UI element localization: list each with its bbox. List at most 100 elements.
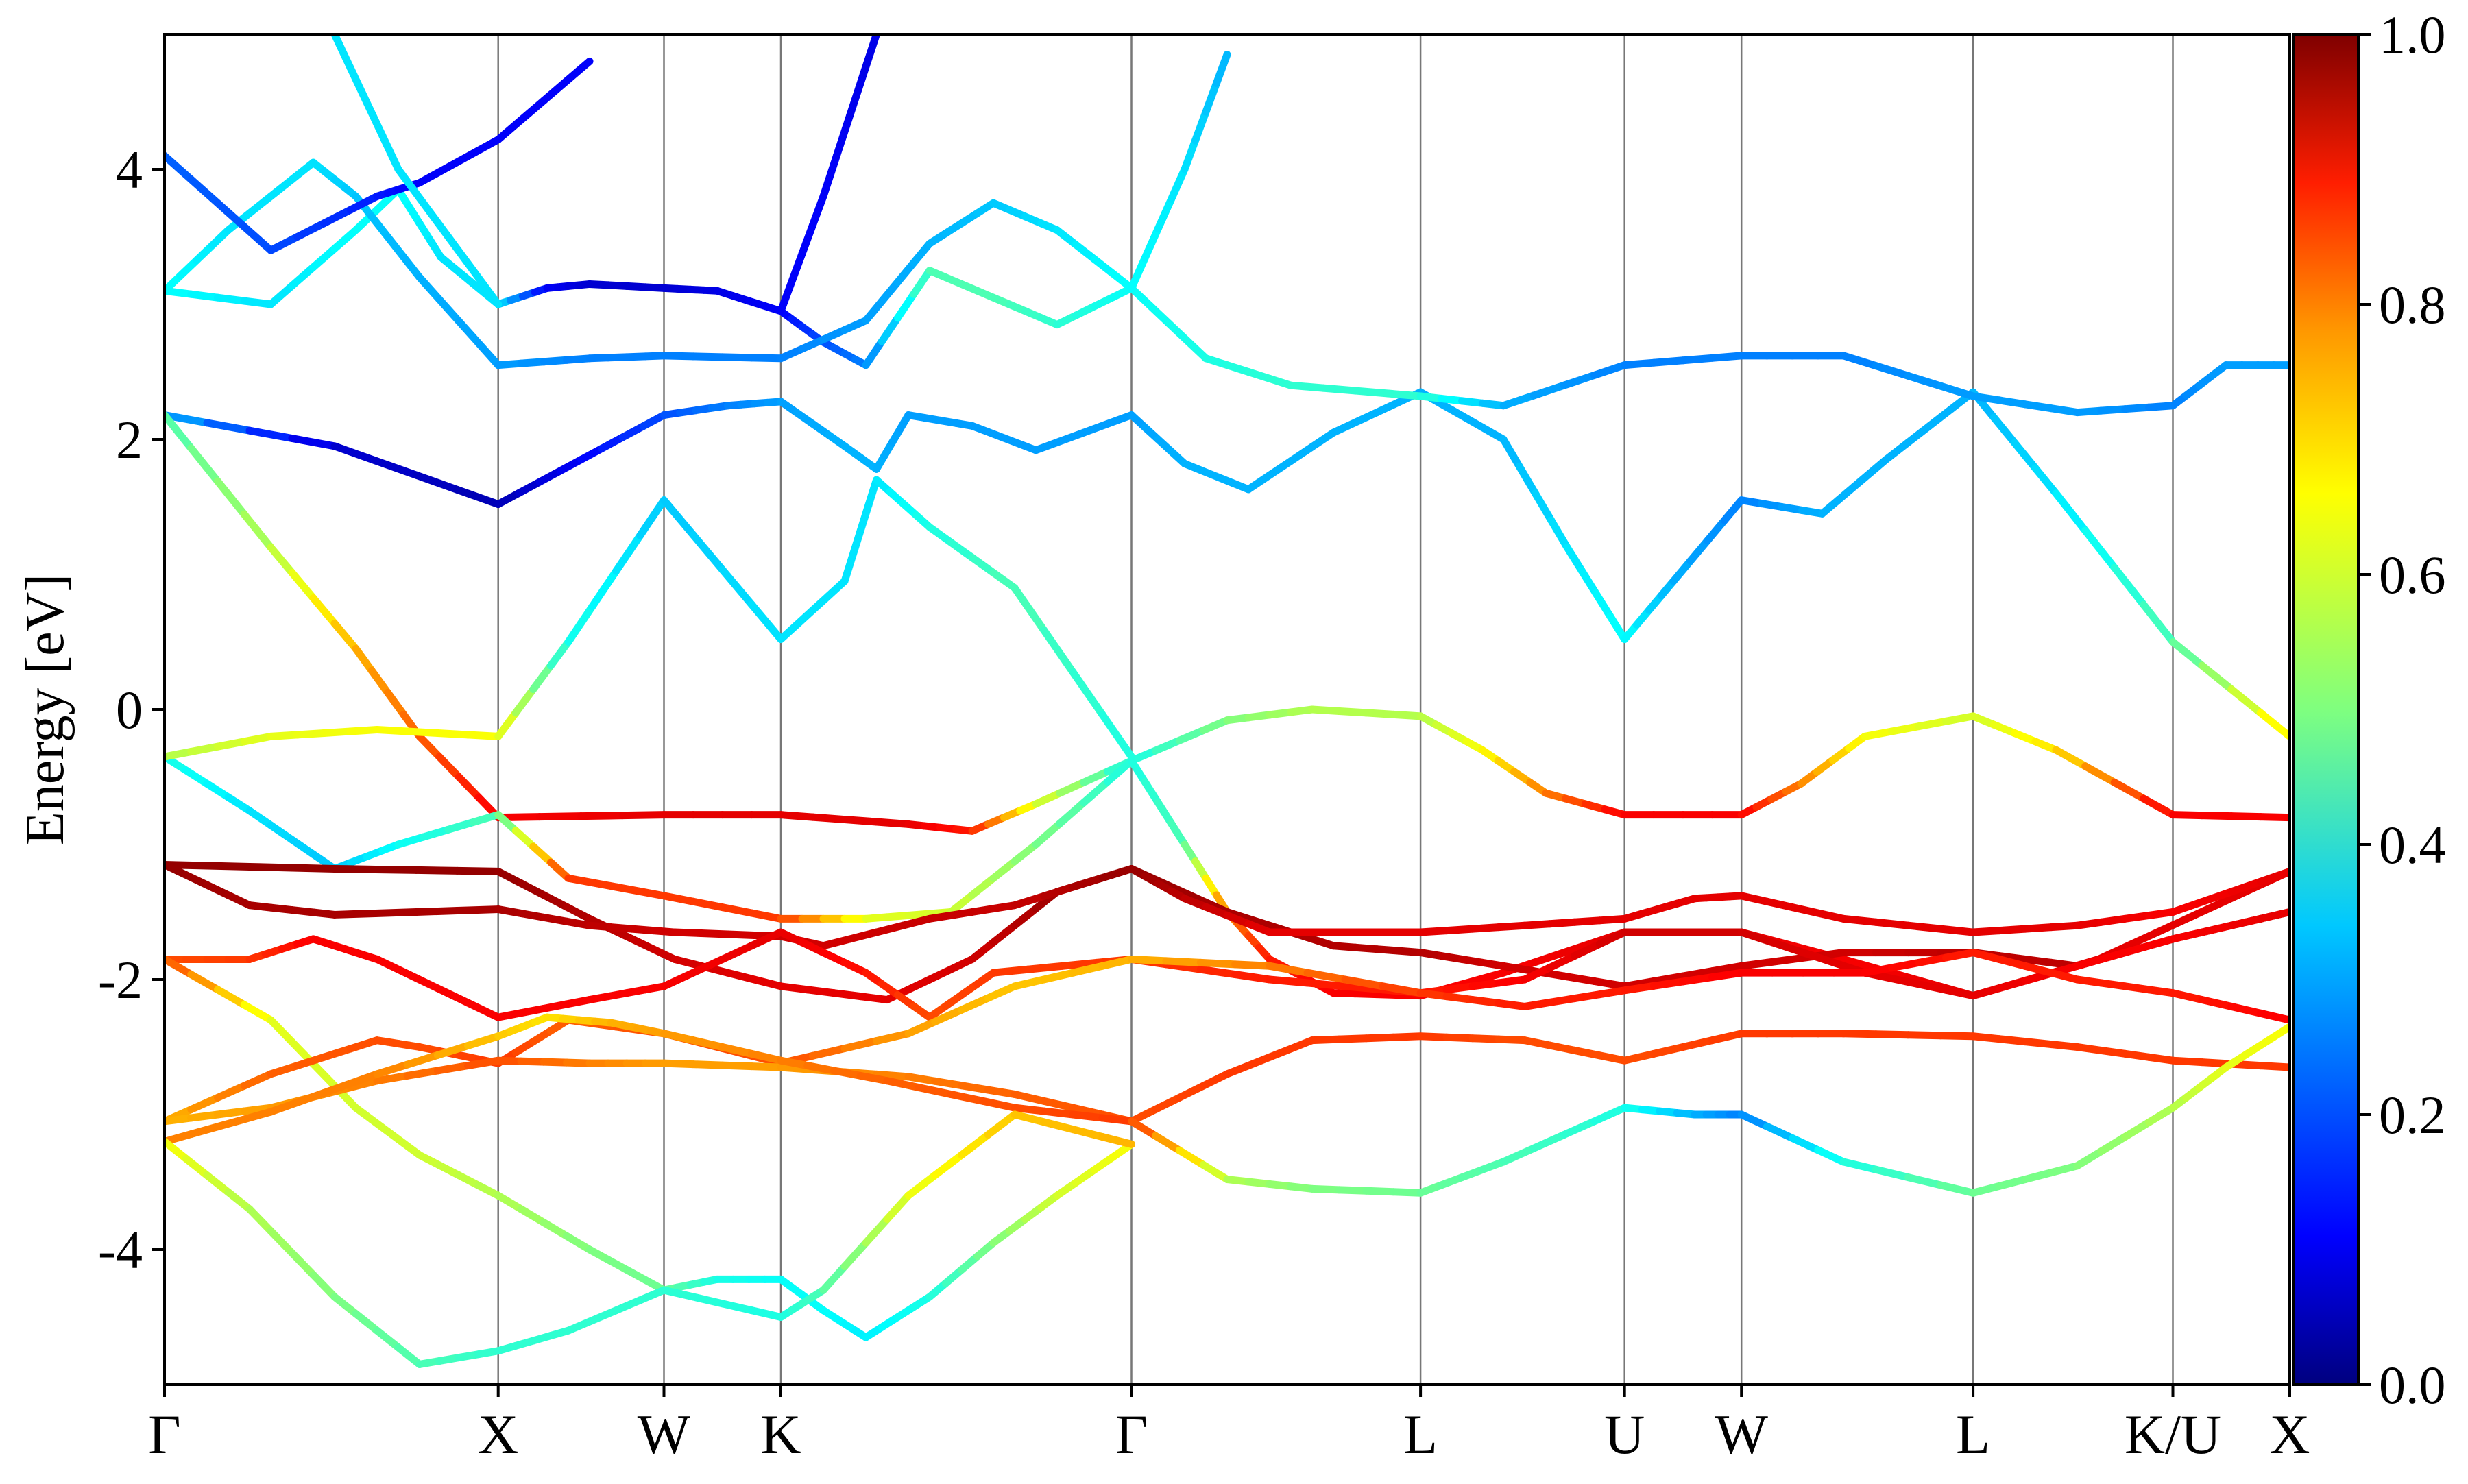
band-8-segment [293, 1053, 328, 1070]
band-0-segment [2031, 464, 2060, 498]
band-5-segment [1223, 911, 1253, 928]
band-6-segment [1995, 977, 2029, 993]
band-5-segment [1442, 925, 1477, 935]
band-5-segment [846, 928, 880, 943]
band-11-segment [612, 1296, 644, 1315]
band-5-segment [2227, 877, 2264, 896]
band-4-segment [1303, 933, 1338, 950]
band-8-segment [1595, 986, 1629, 999]
band-9-segment [958, 1082, 992, 1094]
band-5-segment [2073, 918, 2105, 929]
band-4-segment [1708, 962, 1745, 975]
band-11-segment [636, 1286, 668, 1304]
band-10-segment [915, 1084, 955, 1098]
band-10-segment [2145, 1104, 2177, 1126]
band-10-segment [1995, 1176, 2029, 1190]
band-7-segment [187, 971, 221, 994]
band-14-segment [494, 116, 525, 144]
band-4-segment [1649, 972, 1687, 985]
band-1-segment [2052, 746, 2090, 770]
band-4-segment [628, 935, 657, 953]
band-13-segment [267, 175, 296, 200]
x-tick-label: W [1715, 1403, 1768, 1465]
band-4-segment [330, 864, 380, 873]
band-0-segment [203, 419, 254, 435]
band-12-segment [1560, 371, 1599, 389]
band-7-segment [214, 986, 248, 1009]
band-8-segment [1098, 955, 1135, 970]
band-8-segment [809, 1044, 849, 1060]
band-2-segment [612, 883, 644, 895]
band-2-segment [989, 857, 1019, 882]
band-13-segment [819, 326, 849, 343]
band-9-segment [1621, 1049, 1658, 1065]
band-11-segment [689, 1293, 727, 1308]
band-9-segment [2021, 1038, 2055, 1049]
band-11-segment [819, 1263, 849, 1294]
band-0-segment [1606, 612, 1629, 644]
band-13-segment [798, 335, 827, 353]
band-8-segment [1040, 969, 1077, 984]
band-6-segment [2145, 935, 2177, 950]
band-16-segment [444, 233, 477, 275]
x-tick-label: Γ [1115, 1403, 1148, 1465]
band-6-segment [1768, 938, 1807, 957]
band-11-segment [840, 1239, 870, 1271]
band-6-segment [1162, 960, 1205, 973]
x-tick-label: K/U [2125, 1403, 2221, 1465]
band-10-segment [403, 1051, 441, 1069]
band-11-segment [394, 1343, 424, 1368]
band-10-segment [2097, 1133, 2129, 1156]
band-9-segment [1199, 1070, 1231, 1090]
band-4-segment [1499, 962, 1538, 975]
band-0-segment [535, 467, 564, 486]
band-13-segment [367, 212, 391, 241]
band-2-segment [1560, 938, 1599, 957]
band-3-segment [293, 729, 328, 739]
band-11-segment [1040, 1118, 1077, 1134]
band-2-segment [660, 892, 697, 905]
band-6-segment [1942, 986, 1977, 1000]
band-10-segment [240, 1108, 275, 1123]
band-6-segment [1024, 962, 1067, 973]
band-14-segment [517, 97, 548, 124]
band-2-segment [529, 842, 555, 866]
band-6-segment [1058, 958, 1101, 970]
band-12-segment [1590, 361, 1629, 379]
band-12-segment [2097, 405, 2129, 415]
band-9-segment [1521, 1036, 1553, 1049]
band-5-segment [2021, 923, 2055, 933]
band-4-segment [1250, 916, 1284, 933]
band-10-segment [2270, 1023, 2290, 1041]
band-1-segment [309, 594, 339, 627]
band-11-segment [288, 1249, 317, 1279]
band-9-segment [1266, 1045, 1295, 1061]
band-13-segment [455, 317, 483, 348]
band-9-segment [2145, 1053, 2177, 1065]
band-12-segment [894, 290, 918, 322]
band-8-segment [1571, 990, 1604, 1003]
band-3-segment [494, 709, 520, 740]
band-8-segment [1708, 969, 1745, 982]
band-12-segment [1649, 356, 1687, 367]
band-9-segment [904, 1073, 939, 1085]
band-2-segment [267, 821, 296, 844]
x-tick-label: K [760, 1403, 801, 1465]
band-0-segment [412, 471, 461, 494]
band-5-segment [1737, 892, 1771, 905]
band-6-segment [517, 1004, 548, 1017]
band-6-segment [1196, 965, 1239, 979]
band-10-segment [1937, 1181, 1977, 1197]
band-8-segment [958, 994, 992, 1014]
band-10-segment [1011, 1104, 1048, 1115]
band-4-segment [1560, 972, 1599, 985]
band-11-segment [330, 1293, 360, 1318]
band-11-segment [245, 1205, 275, 1235]
band-0-segment [2140, 600, 2177, 646]
band-1-segment [1915, 717, 1950, 731]
band-1-segment [187, 444, 221, 485]
band-9-segment [1571, 1046, 1604, 1060]
band-12-segment [2021, 400, 2055, 413]
band-12-segment [1839, 352, 1880, 370]
band-2-segment [511, 827, 537, 851]
